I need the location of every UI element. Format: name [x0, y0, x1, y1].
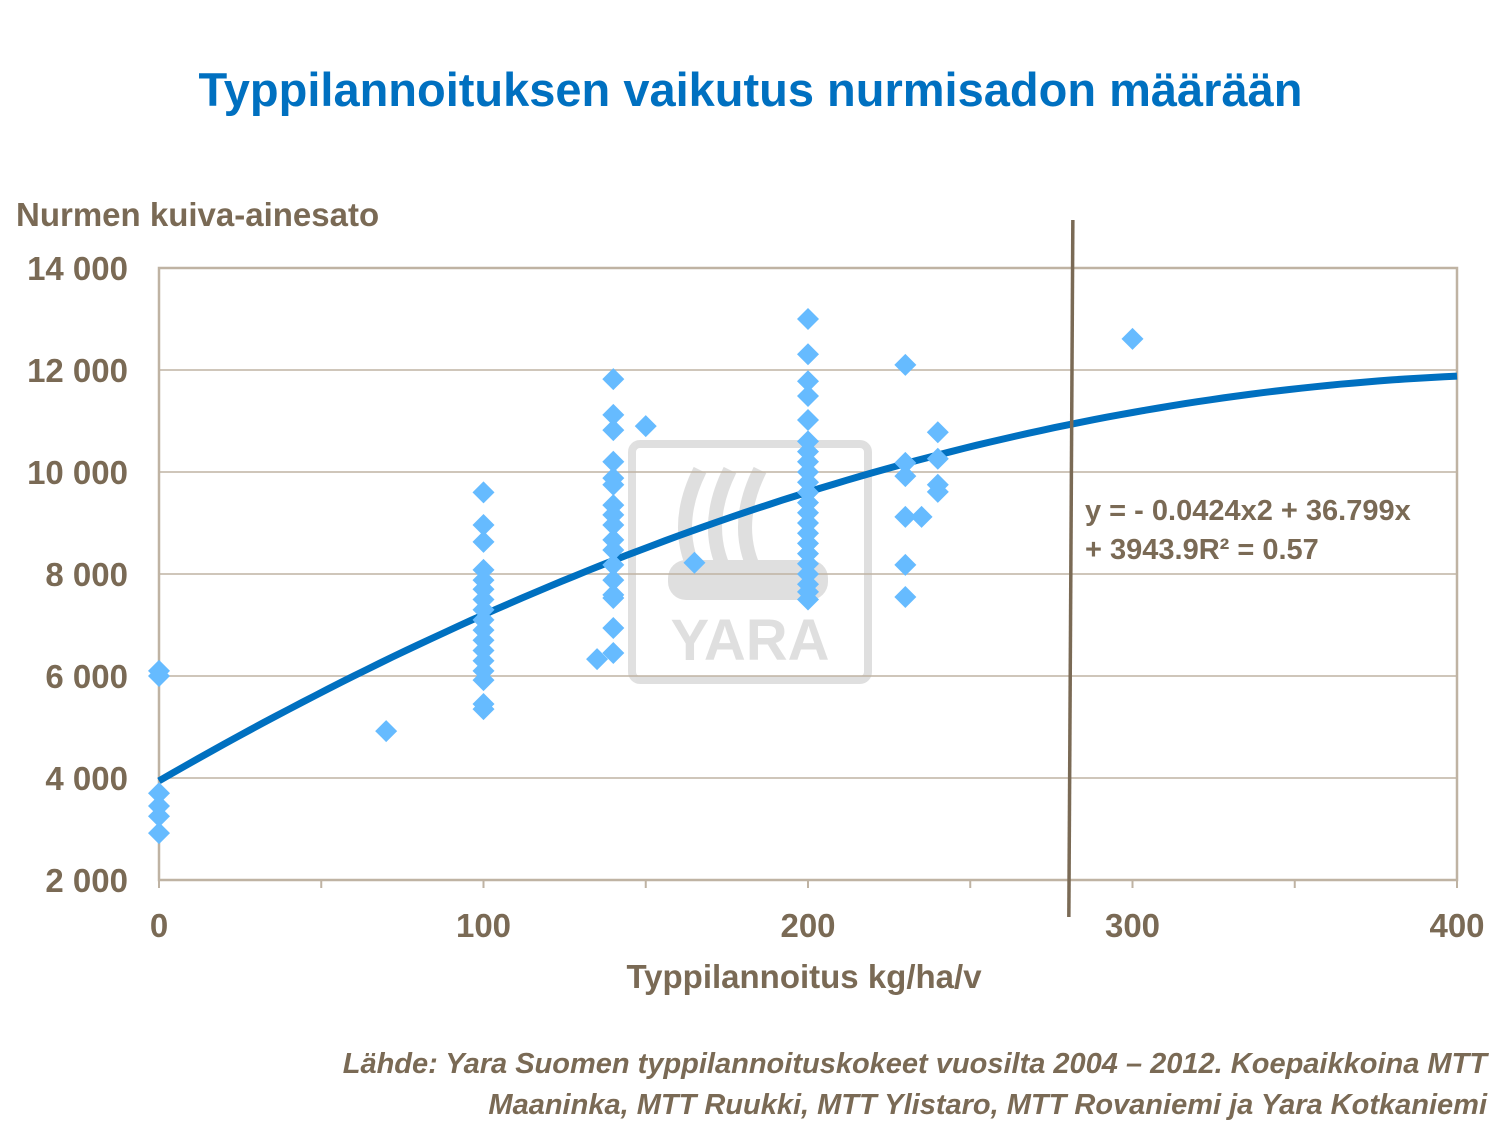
- source-line-2: Maaninka, MTT Ruukki, MTT Ylistaro, MTT …: [488, 1089, 1487, 1121]
- data-point: [472, 481, 495, 504]
- data-point: [375, 720, 398, 743]
- data-point: [797, 385, 819, 408]
- trendline-equation: y = - 0.0424x2 + 36.799x + 3943.9R² = 0.…: [1085, 492, 1411, 570]
- data-point: [683, 551, 706, 574]
- data-point: [472, 530, 495, 553]
- data-point: [797, 408, 819, 431]
- data-point: [602, 419, 625, 442]
- data-point: [602, 586, 625, 609]
- data-point: [148, 822, 170, 845]
- source-note: Lähde: Yara Suomen typpilannoituskokeet …: [343, 1044, 1487, 1126]
- y-tick-label: 10 000: [27, 454, 128, 491]
- y-tick-label: 2 000: [45, 862, 128, 899]
- data-point: [472, 669, 495, 692]
- data-point: [894, 451, 917, 474]
- y-tick-label: 8 000: [45, 556, 128, 593]
- data-point: [894, 585, 917, 608]
- y-axis-label: Nurmen kuiva-ainesato: [16, 196, 380, 233]
- source-line-1: Lähde: Yara Suomen typpilannoituskokeet …: [342, 1048, 1487, 1080]
- y-tick-label: 12 000: [27, 352, 128, 389]
- data-point: [602, 569, 625, 592]
- data-point: [926, 480, 949, 503]
- data-point: [148, 805, 170, 828]
- data-point: [926, 421, 949, 444]
- data-point: [602, 539, 625, 562]
- y-tick-label: 6 000: [45, 658, 128, 695]
- data-point: [910, 505, 933, 528]
- data-point: [894, 505, 917, 528]
- data-point: [602, 514, 625, 537]
- data-point: [894, 465, 917, 488]
- data-point: [602, 403, 625, 426]
- data-point: [894, 553, 917, 576]
- data-point: [472, 514, 495, 537]
- x-tick-label: 300: [1105, 907, 1160, 944]
- equation-line-1: y = - 0.0424x2 + 36.799x: [1085, 495, 1411, 527]
- x-tick-label: 200: [780, 907, 835, 944]
- x-tick-label: 400: [1429, 907, 1484, 944]
- x-axis-label: Typpilannoitus kg/ha/v: [626, 958, 982, 995]
- data-point: [586, 648, 609, 671]
- y-tick-label: 4 000: [45, 760, 128, 797]
- data-point: [602, 473, 625, 496]
- x-tick-label: 100: [456, 907, 511, 944]
- vertical-marker-line: [1067, 219, 1075, 918]
- data-point: [894, 353, 917, 376]
- data-point: [797, 308, 819, 330]
- data-point: [926, 447, 949, 470]
- yara-logo-watermark: YARA: [628, 440, 872, 684]
- data-point: [797, 588, 819, 611]
- data-point: [797, 343, 819, 366]
- data-point: [148, 665, 170, 687]
- data-point: [602, 617, 625, 640]
- y-tick-label: 14 000: [27, 250, 128, 287]
- equation-line-2: + 3943.9R² = 0.57: [1085, 534, 1319, 566]
- data-point: [602, 553, 625, 576]
- svg-text:YARA: YARA: [670, 608, 829, 673]
- data-point: [1121, 327, 1144, 350]
- data-point: [602, 642, 625, 665]
- data-point: [602, 450, 625, 473]
- data-point: [472, 698, 495, 721]
- chart-title: Typpilannoituksen vaikutus nurmisadon mä…: [198, 63, 1303, 116]
- data-point: [148, 782, 170, 805]
- data-point: [634, 415, 657, 438]
- data-point: [602, 368, 625, 391]
- data-point: [797, 370, 819, 393]
- x-tick-label: 0: [150, 907, 168, 944]
